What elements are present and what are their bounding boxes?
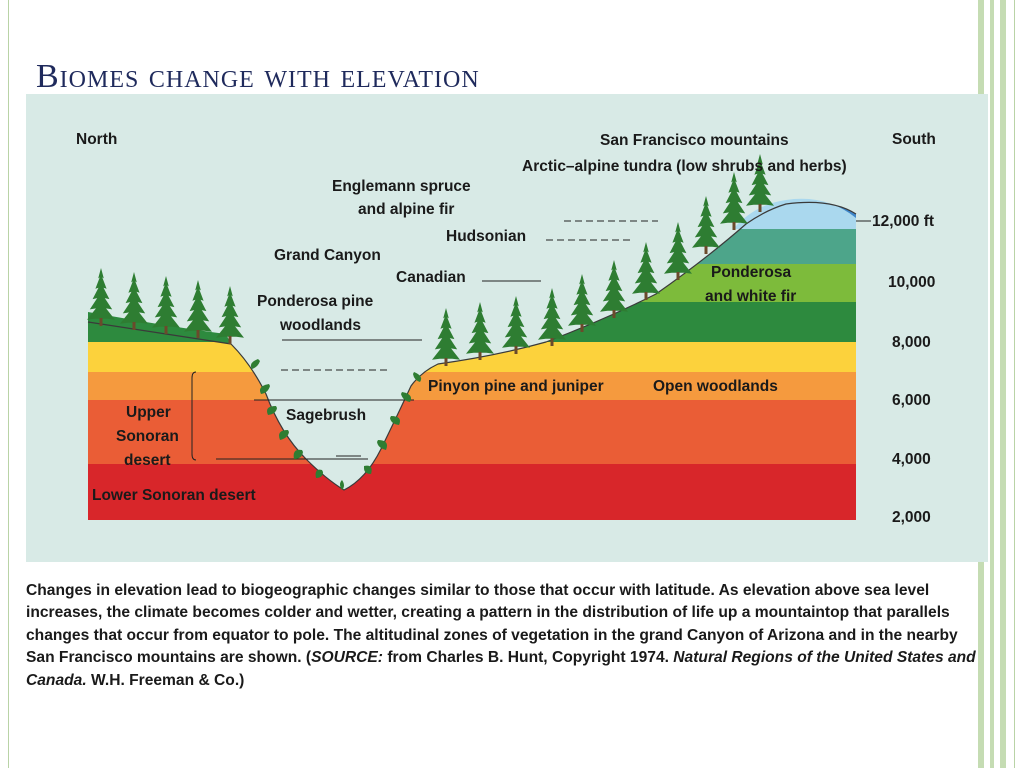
tree-trunk [676, 272, 680, 280]
conifer-tree [184, 280, 212, 332]
caption-book-title: Natural Regions of the United States and… [26, 649, 976, 689]
tree-trunk [164, 326, 168, 334]
caption-source-label: SOURCE: [311, 649, 384, 667]
elevation-12000: 12,000 ft [872, 213, 934, 230]
conifer-tree [568, 274, 596, 326]
caption-publisher: W.H. Freeman & Co.) [86, 671, 245, 689]
ground-outline [87, 201, 857, 491]
tree-trunk [196, 330, 200, 338]
conifer-tree [432, 308, 460, 360]
conifer-tree [502, 296, 530, 348]
figure-caption: Changes in elevation lead to biogeograph… [26, 580, 988, 692]
label-san-francisco-mountains: San Francisco mountains [600, 132, 789, 149]
conifer-tree [720, 172, 748, 224]
band-upper-sonoran [88, 400, 856, 464]
label-lower-sonoran: Lower Sonoran desert [92, 487, 256, 504]
frame-bar-right-3 [1000, 0, 1006, 768]
tree-trunk [550, 338, 554, 346]
conifer-tree [664, 222, 692, 274]
label-north: North [76, 131, 117, 148]
label-canadian: Canadian [396, 269, 466, 286]
label-tundra: Arctic–alpine tundra (low shrubs and her… [522, 158, 847, 175]
canyon-shrubs [250, 359, 422, 490]
frame-line-right [1014, 0, 1015, 768]
label-upper-sonoran-1: Upper [126, 404, 171, 421]
elevation-2000: 2,000 [892, 509, 931, 526]
biome-elevation-diagram: North South San Francisco mountains Arct… [26, 94, 988, 562]
label-ponderosa-white-2: and white fir [705, 288, 796, 305]
label-engelmann-2: and alpine fir [358, 201, 454, 218]
caption-citation: from Charles B. Hunt, Copyright 1974. [383, 649, 674, 667]
label-ponderosa-white-1: Ponderosa [711, 264, 791, 281]
label-pinyon: Pinyon pine and juniper [428, 378, 604, 395]
label-sagebrush: Sagebrush [286, 407, 366, 424]
conifer-tree [600, 260, 628, 312]
elevation-8000: 8,000 [892, 334, 931, 351]
band-lower-sonoran [88, 464, 856, 520]
conifer-trees [87, 154, 774, 366]
label-ponderosa-woodlands-1: Ponderosa pine [257, 293, 374, 310]
frame-line-left [8, 0, 9, 768]
label-open-woodlands: Open woodlands [653, 378, 778, 395]
conifer-tree [120, 272, 148, 324]
frame-bar-right-2 [990, 0, 994, 768]
conifer-tree [152, 276, 180, 328]
tree-trunk [732, 222, 736, 230]
tree-trunk [758, 204, 762, 212]
conifer-tree [538, 288, 566, 340]
conifer-tree [692, 196, 720, 248]
slide-title: Biomes change with elevation [36, 58, 480, 95]
conifer-tree [746, 154, 774, 206]
label-engelmann-1: Englemann spruce [332, 178, 471, 195]
conifer-tree [466, 302, 494, 354]
label-upper-sonoran-3: desert [124, 452, 171, 469]
conifer-tree [632, 242, 660, 294]
band-pinyon [88, 372, 856, 400]
tree-trunk [644, 292, 648, 300]
tree-trunk [612, 310, 616, 318]
label-grand-canyon: Grand Canyon [274, 247, 381, 264]
elevation-4000: 4,000 [892, 451, 931, 468]
label-hudsonian: Hudsonian [446, 228, 526, 245]
tree-trunk [478, 352, 482, 360]
tree-trunk [514, 346, 518, 354]
conifer-tree [216, 286, 244, 338]
label-south: South [892, 131, 936, 148]
conifer-tree [87, 268, 115, 320]
tree-trunk [132, 322, 136, 330]
label-ponderosa-woodlands-2: woodlands [279, 317, 361, 334]
tree-trunk [444, 358, 448, 366]
label-upper-sonoran-2: Sonoran [116, 428, 179, 445]
tree-trunk [704, 246, 708, 254]
zone-lines [191, 220, 658, 461]
tree-trunk [99, 318, 103, 326]
caption-text: Changes in elevation lead to biogeograph… [26, 582, 958, 667]
tree-trunk [580, 324, 584, 332]
tree-trunk [228, 336, 232, 344]
elevation-10000: 10,000 [888, 274, 935, 291]
elevation-6000: 6,000 [892, 392, 931, 409]
